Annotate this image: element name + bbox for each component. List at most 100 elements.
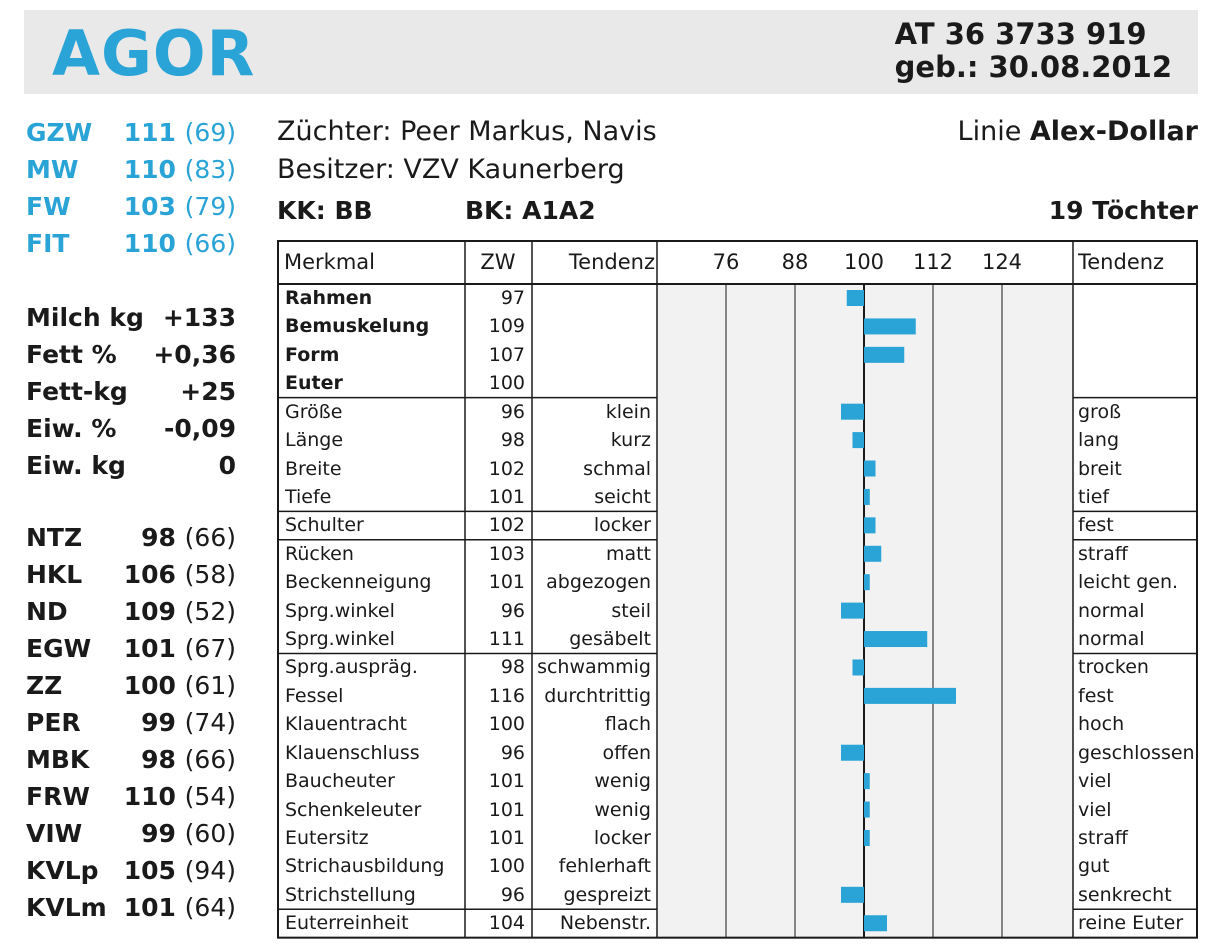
daughters-count: 19 Töchter (1048, 196, 1198, 225)
fitness-row: NTZ 98 (66) (24, 519, 236, 556)
milk-number: +0,36 (153, 340, 236, 369)
fitness-number: 98 (141, 745, 176, 774)
fitness-value: 106 (58) (124, 556, 236, 593)
fitness-number: 99 (141, 819, 176, 848)
trait-bar (841, 602, 864, 619)
fitness-reliability: (94) (184, 856, 236, 885)
fitness-list: NTZ 98 (66) HKL 106 (58) ND 109 (52) EGW 101 (6… (24, 519, 236, 926)
trait-label: Tiefe (285, 485, 332, 508)
indices-reliability: (66) (184, 229, 236, 258)
trait-bar (864, 318, 916, 335)
milk-value: 0 (219, 447, 236, 484)
fitness-label: KVLm (26, 893, 107, 922)
milk-number: -0,09 (163, 414, 236, 443)
trait-label: Klauentracht (285, 713, 407, 736)
tendency-high-label: straff (1078, 826, 1128, 849)
tendency-high-label: tief (1078, 485, 1110, 508)
breeder-text: Züchter: Peer Markus, Navis (277, 116, 657, 147)
trait-label: Euterreinheit (285, 912, 409, 935)
fitness-number: 109 (123, 597, 176, 626)
fitness-row: KVLp 105 (94) (24, 852, 236, 889)
tendency-high-label: lang (1078, 429, 1120, 452)
tendency-low-label: abgezogen (546, 571, 651, 594)
trait-bar (841, 744, 864, 761)
fitness-number: 110 (123, 782, 176, 811)
trait-bar (841, 886, 864, 903)
tendency-high-label: viel (1078, 770, 1112, 793)
milk-number: 0 (218, 451, 236, 480)
trait-bar (864, 346, 905, 363)
tendency-high-label (1078, 341, 1196, 369)
fitness-row: PER 99 (74) (24, 704, 236, 741)
trait-bar (852, 659, 864, 676)
indices-value: 103 (79) (124, 188, 236, 225)
fitness-row: ND 109 (52) (24, 593, 236, 630)
tendency-low-label (535, 284, 651, 312)
milk-value: +25 (180, 373, 236, 410)
trait-bar (864, 488, 870, 505)
fitness-reliability: (74) (184, 708, 236, 737)
trait-bar (864, 687, 956, 704)
indices-value: 111 (69) (124, 114, 236, 151)
tendency-low-label: klein (605, 400, 651, 423)
trait-label: Beckenneigung (285, 571, 432, 594)
indices-label: FW (26, 192, 71, 221)
trait-label: Sprg.auspräg. (285, 656, 418, 679)
fitness-label: ND (26, 597, 68, 626)
zw-value: 102 (488, 514, 525, 537)
zw-value: 111 (488, 628, 525, 651)
milk-row: Eiw. % -0,09 (24, 410, 236, 447)
tendency-low-label (535, 341, 651, 369)
tendency-high-label: hoch (1078, 713, 1125, 736)
fitness-reliability: (61) (184, 671, 236, 700)
indices-number: 103 (123, 192, 176, 221)
milk-label: Eiw. kg (26, 451, 126, 480)
trait-label: Länge (285, 429, 344, 452)
zw-value: 96 (500, 599, 525, 622)
fitness-label: HKL (26, 560, 83, 589)
trait-bar (864, 915, 887, 932)
tendency-low-label: kurz (610, 429, 651, 452)
fitness-row: MBK 98 (66) (24, 741, 236, 778)
fitness-value: 98 (66) (141, 741, 236, 778)
indices-label: GZW (26, 118, 93, 147)
tick-label: 76 (712, 250, 740, 274)
fitness-label: PER (26, 708, 81, 737)
fitness-reliability: (67) (184, 634, 236, 663)
zw-value: 104 (488, 912, 525, 935)
zw-value: 101 (488, 485, 525, 508)
fitness-label: ZZ (26, 671, 63, 700)
trait-label: Strichausbildung (285, 855, 445, 878)
registration-number: AT 36 3733 919 (894, 17, 1147, 51)
indices-number: 110 (123, 155, 176, 184)
line-prefix: Linie (957, 116, 1022, 147)
zw-value: 100 (488, 372, 525, 395)
trait-bar (864, 574, 870, 591)
tendency-low-label: gesäbelt (569, 628, 651, 651)
trait-bar (864, 631, 928, 648)
tendency-high-label (1078, 312, 1196, 340)
fitness-value: 99 (60) (141, 815, 236, 852)
trait-label: Schulter (285, 514, 364, 537)
fitness-row: FRW 110 (54) (24, 778, 236, 815)
tendency-high-label: trocken (1078, 656, 1149, 679)
trait-bar (864, 517, 876, 534)
trait-label: Größe (285, 400, 343, 423)
tendency-low-label: wenig (594, 770, 651, 793)
tick-label: 112 (912, 250, 954, 274)
chart-svg (277, 240, 1198, 939)
fitness-number: 106 (123, 560, 176, 589)
trait-label: Breite (285, 457, 342, 480)
milk-row: Milch kg +133 (24, 299, 236, 336)
registration-block: AT 36 3733 919 geb.: 30.08.2012 (895, 18, 1172, 84)
fitness-number: 100 (123, 671, 176, 700)
fitness-value: 101 (67) (124, 630, 236, 667)
fitness-label: EGW (26, 634, 92, 663)
milk-number: +133 (162, 303, 236, 332)
trait-label: Rahmen (285, 287, 373, 309)
indices-row: FIT 110 (66) (24, 225, 236, 262)
indices-label: MW (26, 155, 79, 184)
birth-date: geb.: 30.08.2012 (894, 50, 1172, 84)
tick-label: 100 (843, 250, 885, 274)
fitness-reliability: (54) (184, 782, 236, 811)
